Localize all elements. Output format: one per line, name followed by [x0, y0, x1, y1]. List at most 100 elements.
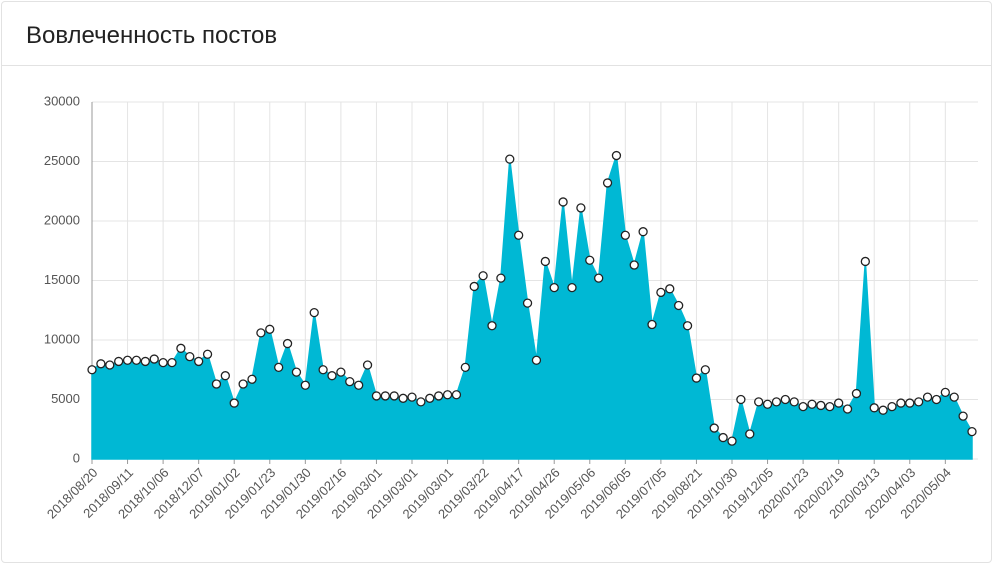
point [300, 380, 310, 390]
point [407, 392, 417, 402]
point [256, 328, 266, 338]
point [620, 230, 630, 240]
point [398, 393, 408, 403]
point [505, 154, 515, 164]
point [487, 321, 497, 331]
point [345, 376, 355, 387]
point [558, 197, 568, 207]
point [949, 392, 959, 402]
point [549, 282, 559, 293]
point [87, 365, 97, 375]
point [531, 355, 542, 365]
point [105, 360, 115, 370]
point [665, 284, 675, 294]
point [851, 388, 862, 399]
point [238, 379, 248, 389]
point [362, 360, 373, 370]
y-tick-label: 15000 [44, 272, 80, 287]
point [274, 362, 284, 373]
point [131, 355, 142, 365]
point [202, 349, 213, 359]
point [158, 357, 168, 368]
point [211, 379, 222, 389]
y-tick-label: 5000 [51, 391, 80, 406]
point [96, 359, 106, 369]
point [247, 374, 257, 384]
y-tick-label: 0 [73, 450, 80, 465]
point [167, 357, 177, 368]
point [496, 273, 506, 283]
point [914, 397, 924, 407]
point [380, 391, 390, 401]
point [425, 393, 435, 403]
point [887, 401, 897, 412]
point [469, 281, 479, 292]
point [842, 404, 853, 414]
y-tick-label: 25000 [44, 153, 80, 168]
point [371, 391, 382, 401]
point [771, 397, 782, 407]
point [327, 371, 337, 381]
point [194, 356, 204, 367]
point [834, 398, 844, 408]
point [291, 367, 302, 377]
point [185, 352, 195, 362]
point [940, 387, 950, 398]
point [594, 273, 604, 283]
point [229, 398, 239, 408]
point [176, 343, 186, 353]
point [140, 356, 150, 367]
point [389, 391, 399, 401]
point [905, 398, 915, 408]
point [149, 354, 159, 364]
card-title: Вовлеченность постов [2, 2, 991, 66]
point [282, 338, 293, 349]
point [878, 405, 888, 415]
point [478, 271, 488, 281]
point [825, 401, 835, 412]
y-tick-label: 20000 [44, 212, 80, 227]
point [460, 362, 470, 373]
point [336, 367, 346, 377]
chart: 0500010000150002000025000300002018/08/20… [44, 93, 978, 522]
point [585, 255, 595, 265]
point [727, 436, 737, 446]
point [629, 260, 639, 270]
point [611, 150, 622, 161]
point [514, 230, 524, 240]
point [816, 400, 826, 411]
point [762, 399, 773, 409]
point [709, 423, 719, 433]
point [691, 373, 702, 383]
point [718, 432, 728, 443]
point [807, 399, 817, 409]
point [114, 356, 124, 367]
point [754, 397, 764, 407]
y-tick-label: 30000 [44, 93, 80, 108]
point [220, 371, 230, 381]
point [869, 403, 879, 413]
point [416, 397, 426, 407]
point [860, 256, 870, 267]
point [931, 394, 942, 405]
point [122, 355, 133, 365]
point [700, 365, 710, 375]
point [798, 401, 808, 412]
point [309, 307, 319, 318]
point [354, 380, 364, 390]
point [922, 392, 933, 402]
point [576, 203, 586, 213]
y-tick-label: 10000 [44, 331, 80, 346]
point [896, 398, 906, 408]
point [540, 256, 550, 267]
point [451, 390, 462, 400]
point [647, 319, 657, 330]
point [434, 391, 444, 401]
point [656, 287, 666, 298]
point [789, 397, 799, 407]
area [91, 155, 973, 460]
point [682, 321, 693, 331]
point [780, 394, 790, 405]
point [958, 411, 968, 421]
